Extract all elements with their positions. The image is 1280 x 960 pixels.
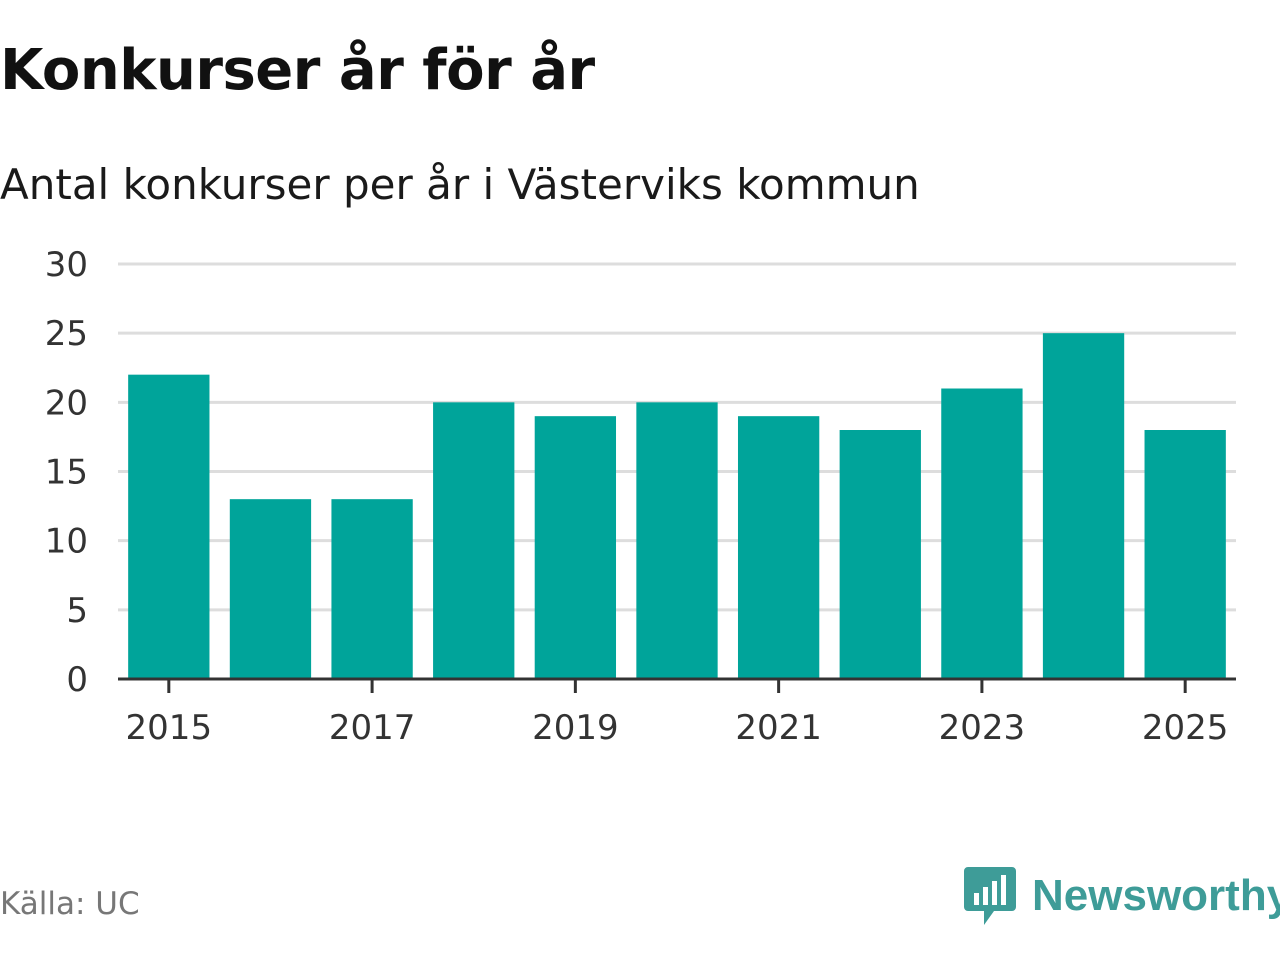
y-tick-label: 20 <box>45 383 88 423</box>
x-axis-ticks: 2015 2017 2019 2021 2023 2025 <box>126 679 1229 748</box>
bar-2017 <box>331 499 413 679</box>
x-tick-label: 2021 <box>735 708 822 748</box>
bar-2024 <box>1042 333 1125 679</box>
y-axis-ticks: 0 5 10 15 20 25 30 <box>45 245 88 700</box>
bar-2022 <box>839 430 921 679</box>
x-tick-label: 2023 <box>939 708 1026 748</box>
bar-2023 <box>941 388 1023 679</box>
y-tick-label: 25 <box>45 314 88 354</box>
y-tick-label: 0 <box>66 660 88 700</box>
x-tick-label: 2025 <box>1142 708 1229 748</box>
bar-2020 <box>636 402 718 679</box>
x-tick-label: 2019 <box>532 708 619 748</box>
source-note: Källa: UC <box>0 886 140 922</box>
brand-name: Newsworthy <box>1032 871 1280 920</box>
bar-2019 <box>534 416 617 679</box>
bar-2016 <box>229 499 312 679</box>
chart-subtitle: Antal konkurser per år i Västerviks komm… <box>0 160 920 209</box>
y-tick-label: 5 <box>66 591 88 631</box>
x-tick-label: 2015 <box>126 708 213 748</box>
bars <box>128 333 1226 679</box>
brand-logo[interactable]: Newsworthy <box>964 864 1280 928</box>
newsworthy-logo-icon <box>964 867 1016 925</box>
bar-2015 <box>128 374 210 679</box>
y-tick-label: 30 <box>45 245 88 285</box>
bar-2018 <box>433 402 515 679</box>
x-tick-label: 2017 <box>329 708 416 748</box>
bar-2021 <box>737 416 820 679</box>
chart-title: Konkurser år för år <box>0 38 595 103</box>
y-tick-label: 15 <box>45 453 88 493</box>
y-tick-label: 10 <box>45 522 88 562</box>
bar-2025 <box>1144 430 1226 679</box>
